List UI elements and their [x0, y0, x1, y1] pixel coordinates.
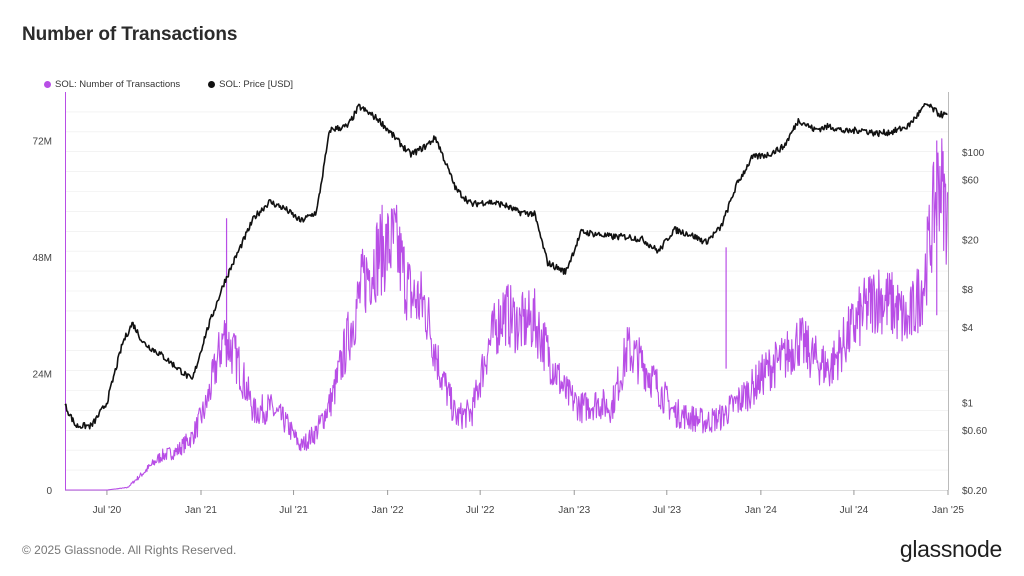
- x-tick-label: Jul '23: [652, 505, 681, 516]
- x-tick-label: Jan '21: [185, 505, 217, 516]
- legend-item-transactions[interactable]: SOL: Number of Transactions: [44, 79, 180, 90]
- x-tick-label: Jan '23: [558, 505, 590, 516]
- y-left-tick-label: 48M: [33, 253, 52, 264]
- legend-label-transactions: SOL: Number of Transactions: [55, 79, 181, 90]
- x-tick-label: Jan '24: [745, 505, 777, 516]
- x-tick-label: Jul '21: [279, 505, 308, 516]
- y-right-tick-label: $0.60: [962, 426, 987, 437]
- y-right-tick-label: $1: [962, 398, 974, 409]
- y-right-tick-label: $8: [962, 285, 974, 296]
- y-right-tick-label: $4: [962, 323, 974, 334]
- y-left-tick-label: 0: [46, 486, 52, 497]
- y-right-tick-label: $60: [962, 176, 979, 187]
- copyright-text: © 2025 Glassnode. All Rights Reserved.: [22, 543, 237, 557]
- x-tick-label: Jan '25: [932, 505, 964, 516]
- glassnode-logo: glassnode: [899, 536, 1002, 562]
- y-left-tick-label: 72M: [33, 137, 52, 148]
- chart-legend: SOL: Number of Transactions SOL: Price […: [44, 79, 293, 90]
- price-series-line: [64, 103, 948, 430]
- y-right-tick-label: $20: [962, 235, 979, 246]
- y-right-tick-label: $100: [962, 148, 985, 159]
- legend-item-price[interactable]: SOL: Price [USD]: [208, 79, 293, 90]
- chart-title: Number of Transactions: [22, 24, 238, 45]
- legend-label-price: SOL: Price [USD]: [219, 79, 294, 90]
- transactions-series-line: [65, 138, 949, 491]
- y-left-tick-label: 24M: [33, 370, 52, 381]
- x-tick-label: Jul '22: [466, 505, 495, 516]
- y-right-tick-label: $0.20: [962, 486, 987, 497]
- legend-dot-price: [208, 81, 216, 88]
- x-tick-label: Jan '22: [372, 505, 404, 516]
- x-tick-label: Jul '20: [93, 505, 122, 516]
- x-tick-label: Jul '24: [840, 505, 869, 516]
- legend-dot-transactions: [44, 81, 51, 88]
